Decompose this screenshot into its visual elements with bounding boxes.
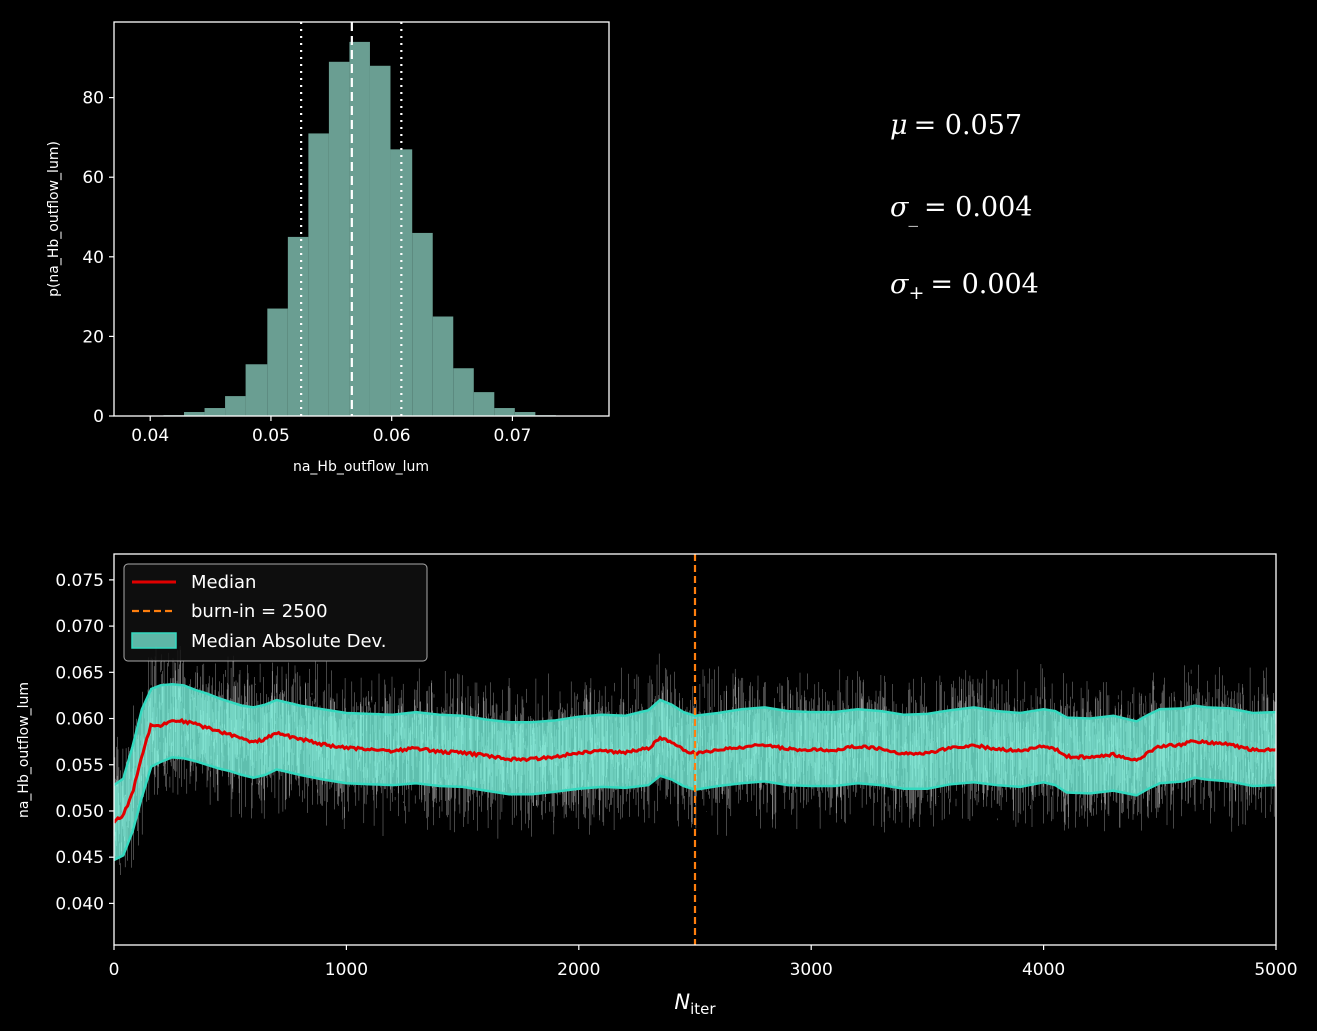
histogram-x-tick-label: 0.05 xyxy=(252,426,290,446)
trace-y-tick-label: 0.050 xyxy=(55,802,104,822)
histogram-quantile-lines xyxy=(300,22,403,416)
histogram-y-tick-label: 40 xyxy=(82,248,104,268)
histogram-bar xyxy=(308,133,329,417)
histogram-x-tick-label: 0.07 xyxy=(493,426,531,446)
trace-x-label: Niter xyxy=(674,990,716,1018)
mad-band xyxy=(114,684,1276,860)
histogram-bar xyxy=(349,41,370,417)
trace-x-tick-label: 0 xyxy=(109,960,120,980)
trace-y-tick-label: 0.070 xyxy=(55,617,104,637)
legend-box xyxy=(123,563,428,662)
trace-x-tick-label: 1000 xyxy=(325,960,368,980)
histogram-x-label: na_Hb_outflow_lum xyxy=(293,459,429,475)
trace-x-tick-label: 2000 xyxy=(557,960,600,980)
mad-lower-edge xyxy=(114,756,1276,862)
histogram-bars xyxy=(142,41,577,417)
histogram-bar xyxy=(432,316,454,416)
histogram-y-tick-label: 80 xyxy=(82,89,104,109)
trace-x-tick-label: 5000 xyxy=(1254,960,1297,980)
histogram-bar xyxy=(514,412,536,416)
trace-frame xyxy=(113,553,1277,946)
trace-x-tick-label: 4000 xyxy=(1022,960,1065,980)
histogram-frame xyxy=(113,21,610,417)
trace-y-tick-label: 0.045 xyxy=(55,848,104,868)
histogram-x-tick-label: 0.06 xyxy=(373,426,411,446)
histogram-bar xyxy=(328,61,350,417)
stats-text: μ = 0.057 σ_ = 0.004 σ+ = 0.004 xyxy=(890,110,1039,304)
histogram-panel: 0.04 0.05 0.06 0.07 0 20 40 60 80 na_Hb_outflow… xyxy=(46,21,610,475)
trace-y-tick-label: 0.055 xyxy=(55,756,104,776)
stat-mu: μ = 0.057 xyxy=(890,110,1022,141)
histogram-y-ticks: 0 20 40 60 80 xyxy=(82,89,114,427)
histogram-x-tick-label: 0.04 xyxy=(131,426,169,446)
histogram-bar xyxy=(473,392,495,416)
histogram-x-ticks: 0.04 0.05 0.06 0.07 xyxy=(131,416,531,446)
trace-y-tick-label: 0.040 xyxy=(55,894,104,914)
histogram-y-label: p(na_Hb_outflow_lum) xyxy=(46,141,62,297)
histogram-bar xyxy=(494,408,515,416)
trace-x-tick-label: 3000 xyxy=(790,960,833,980)
histogram-bar xyxy=(267,308,288,416)
histogram-y-tick-label: 60 xyxy=(82,168,104,188)
trace-x-ticks: 0 1000 2000 3000 4000 5000 xyxy=(109,945,1298,980)
histogram-bar xyxy=(184,412,205,416)
stat-sigma-plus: σ+ = 0.004 xyxy=(890,269,1039,304)
legend-item-mad: Median Absolute Dev. xyxy=(191,631,387,652)
stat-sigma-minus: σ_ = 0.004 xyxy=(890,192,1032,227)
histogram-y-tick-label: 0 xyxy=(93,407,104,427)
legend-item-burn-in: burn-in = 2500 xyxy=(191,601,328,622)
histogram-bar xyxy=(204,408,226,416)
trace-y-tick-label: 0.075 xyxy=(55,571,104,591)
histogram-bar xyxy=(369,65,391,417)
trace-y-tick-label: 0.060 xyxy=(55,710,104,730)
histogram-bar xyxy=(245,364,268,416)
legend: Median burn-in = 2500 Median Absolute De… xyxy=(123,563,428,662)
histogram-bar xyxy=(412,232,433,416)
trace-y-label: na_Hb_outflow_lum xyxy=(16,682,32,818)
trace-y-tick-label: 0.065 xyxy=(55,663,104,683)
histogram-bar xyxy=(453,368,474,416)
histogram-y-tick-label: 20 xyxy=(82,327,104,347)
trace-panel: 0 1000 2000 3000 4000 5000 0.0400.0450.0500.0… xyxy=(16,553,1298,1018)
trace-y-ticks: 0.040 0.045 0.050 0.055 0.060 0.065 0.070 0.075 xyxy=(55,571,114,914)
legend-item-median: Median xyxy=(191,572,256,593)
legend-mad-swatch xyxy=(131,632,177,649)
mad-upper-edge xyxy=(114,683,1276,787)
histogram-bar xyxy=(225,396,246,416)
histogram-bar xyxy=(287,236,309,416)
